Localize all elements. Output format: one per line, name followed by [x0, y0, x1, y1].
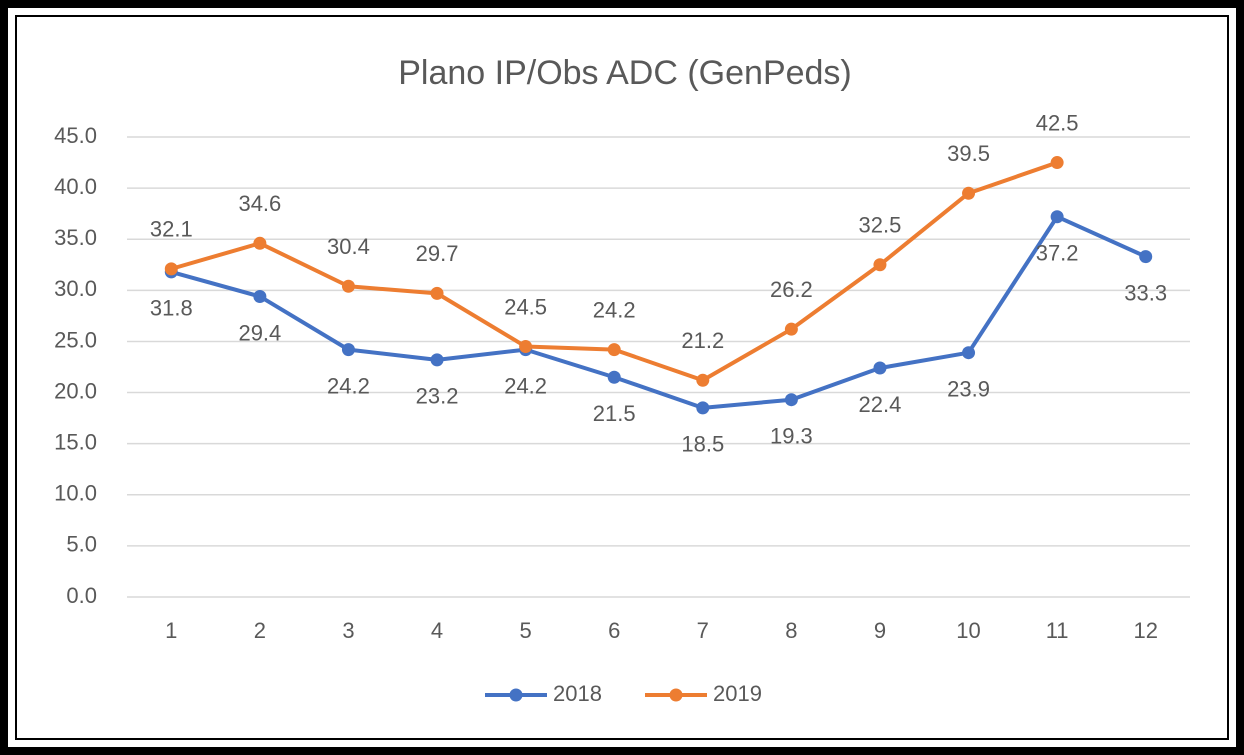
legend-marker [509, 688, 523, 702]
data-label: 18.5 [681, 432, 724, 457]
data-label: 42.5 [1036, 110, 1079, 135]
x-tick-label: 1 [165, 618, 177, 643]
marker [341, 343, 355, 357]
marker [430, 286, 444, 300]
data-label: 21.2 [681, 328, 724, 353]
marker [696, 401, 710, 415]
marker [873, 258, 887, 272]
marker [164, 262, 178, 276]
inner-frame [15, 15, 1229, 740]
x-tick-label: 10 [956, 618, 980, 643]
x-tick-label: 5 [520, 618, 532, 643]
data-label: 24.5 [504, 294, 547, 319]
marker [784, 393, 798, 407]
y-tick-label: 25.0 [54, 327, 97, 352]
y-tick-label: 35.0 [54, 225, 97, 250]
x-tick-label: 8 [785, 618, 797, 643]
data-label: 31.8 [150, 296, 193, 321]
data-label: 39.5 [947, 141, 990, 166]
marker [341, 279, 355, 293]
marker [253, 236, 267, 250]
marker [962, 346, 976, 360]
y-tick-label: 40.0 [54, 174, 97, 199]
x-tick-label: 2 [254, 618, 266, 643]
legend-label: 2018 [553, 681, 602, 706]
data-label: 24.2 [504, 373, 547, 398]
marker [696, 373, 710, 387]
data-label: 32.1 [150, 217, 193, 242]
legend-label: 2019 [713, 681, 762, 706]
x-tick-label: 9 [874, 618, 886, 643]
y-tick-label: 15.0 [54, 429, 97, 454]
data-label: 29.7 [416, 241, 459, 266]
data-label: 33.3 [1124, 280, 1167, 305]
data-label: 23.2 [416, 384, 459, 409]
marker [784, 322, 798, 336]
marker [1139, 250, 1153, 264]
marker [253, 289, 267, 303]
x-tick-label: 11 [1046, 618, 1069, 643]
chart-title: Plano IP/Obs ADC (GenPeds) [398, 54, 852, 92]
marker [519, 340, 533, 354]
x-tick-label: 7 [697, 618, 709, 643]
data-label: 37.2 [1036, 241, 1079, 266]
marker [607, 370, 621, 384]
data-label: 22.4 [859, 392, 902, 417]
y-tick-label: 30.0 [54, 276, 97, 301]
data-label: 32.5 [859, 213, 902, 238]
data-label: 24.2 [593, 297, 636, 322]
y-tick-label: 0.0 [66, 583, 97, 608]
x-tick-label: 6 [608, 618, 620, 643]
y-tick-label: 45.0 [54, 123, 97, 148]
x-tick-label: 12 [1133, 618, 1157, 643]
series-line [170, 214, 1147, 410]
marker [607, 343, 621, 357]
data-label: 34.6 [238, 191, 281, 216]
marker [873, 361, 887, 375]
marker [1050, 210, 1064, 224]
data-label: 30.4 [327, 234, 370, 259]
legend-marker [669, 688, 683, 702]
data-label: 24.2 [327, 373, 370, 398]
x-tick-label: 4 [431, 618, 443, 643]
marker [1050, 156, 1064, 170]
y-tick-label: 5.0 [66, 532, 97, 557]
y-tick-label: 20.0 [54, 378, 97, 403]
data-label: 23.9 [947, 377, 990, 402]
x-tick-label: 3 [342, 618, 354, 643]
data-label: 21.5 [593, 401, 636, 426]
marker [962, 186, 976, 200]
y-tick-label: 10.0 [54, 481, 97, 506]
data-label: 26.2 [770, 277, 813, 302]
data-label: 29.4 [238, 320, 281, 345]
marker [430, 353, 444, 367]
data-label: 19.3 [770, 424, 813, 449]
